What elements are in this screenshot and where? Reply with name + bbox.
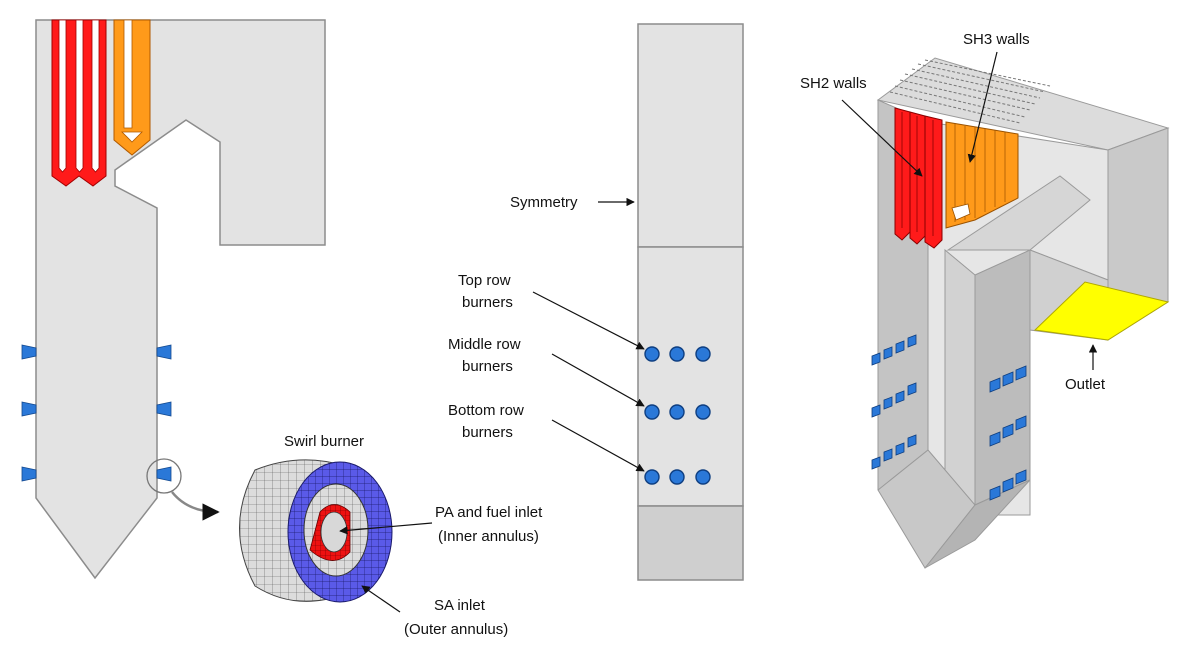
burner-bot-1 [644, 469, 660, 485]
burner-mid-2 [669, 404, 685, 420]
furnace-pillar-front [944, 248, 976, 507]
bottom-row-label-line1: Bottom row [448, 402, 524, 419]
roof-mesh-hatch [889, 59, 1051, 124]
burner-mid-3 [695, 404, 711, 420]
left-boiler-outline [35, 19, 326, 580]
middle-row-label-line1: Middle row [448, 336, 521, 353]
top-row-label-line1: Top row [458, 272, 511, 289]
left-boiler-profile [21, 19, 326, 580]
sh2-pointer [841, 99, 923, 177]
symmetry-label: Symmetry [510, 194, 578, 211]
sh2-panels-left [51, 19, 107, 187]
sh2-label: SH2 walls [800, 75, 867, 92]
burner-bot-3 [695, 469, 711, 485]
symmetry-upper-panel [637, 23, 744, 248]
pa-inlet-pointer [339, 522, 433, 535]
detail-arrow [171, 491, 220, 521]
sh3-panel-left [113, 19, 151, 156]
burner-top-3 [695, 346, 711, 362]
right-3d-boiler [871, 57, 1170, 569]
middle-row-pointer [551, 353, 645, 407]
sa-inlet-label-line2: (Outer annulus) [404, 621, 508, 638]
burner-grid [644, 346, 711, 485]
sh2-panels-3d [894, 107, 943, 249]
left-burners [21, 344, 172, 482]
sh3-pointer [967, 51, 998, 163]
middle-side-view [637, 23, 744, 581]
top-row-pointer [532, 291, 645, 350]
burner-top-2 [669, 346, 685, 362]
swirl-burner-label: Swirl burner [284, 433, 364, 450]
burner-mid-1 [644, 404, 660, 420]
furnace-nose [946, 175, 1091, 251]
pa-inlet-label-line1: PA and fuel inlet [435, 504, 543, 521]
sh3-label: SH3 walls [963, 31, 1030, 48]
pa-inlet-label-line2: (Inner annulus) [438, 528, 539, 545]
right-burners-side [989, 365, 1027, 501]
sh3-panels-3d [945, 121, 1019, 229]
right-burners-front [871, 334, 917, 470]
burner-top-1 [644, 346, 660, 362]
symmetry-burner-panel [637, 246, 744, 507]
middle-row-label-line2: burners [462, 358, 513, 375]
sa-inlet-label-line1: SA inlet [434, 597, 486, 614]
bottom-row-pointer [551, 419, 645, 472]
bottom-row-label-line2: burners [462, 424, 513, 441]
burner-bot-2 [669, 469, 685, 485]
swirl-burner-model [239, 459, 393, 603]
top-row-label-line2: burners [462, 294, 513, 311]
sa-inlet-pointer [361, 585, 401, 613]
outlet-plane [1033, 281, 1170, 341]
outlet-label: Outlet [1065, 376, 1106, 393]
burner-detail-circle [146, 458, 182, 494]
symmetry-hopper-panel [637, 505, 744, 581]
